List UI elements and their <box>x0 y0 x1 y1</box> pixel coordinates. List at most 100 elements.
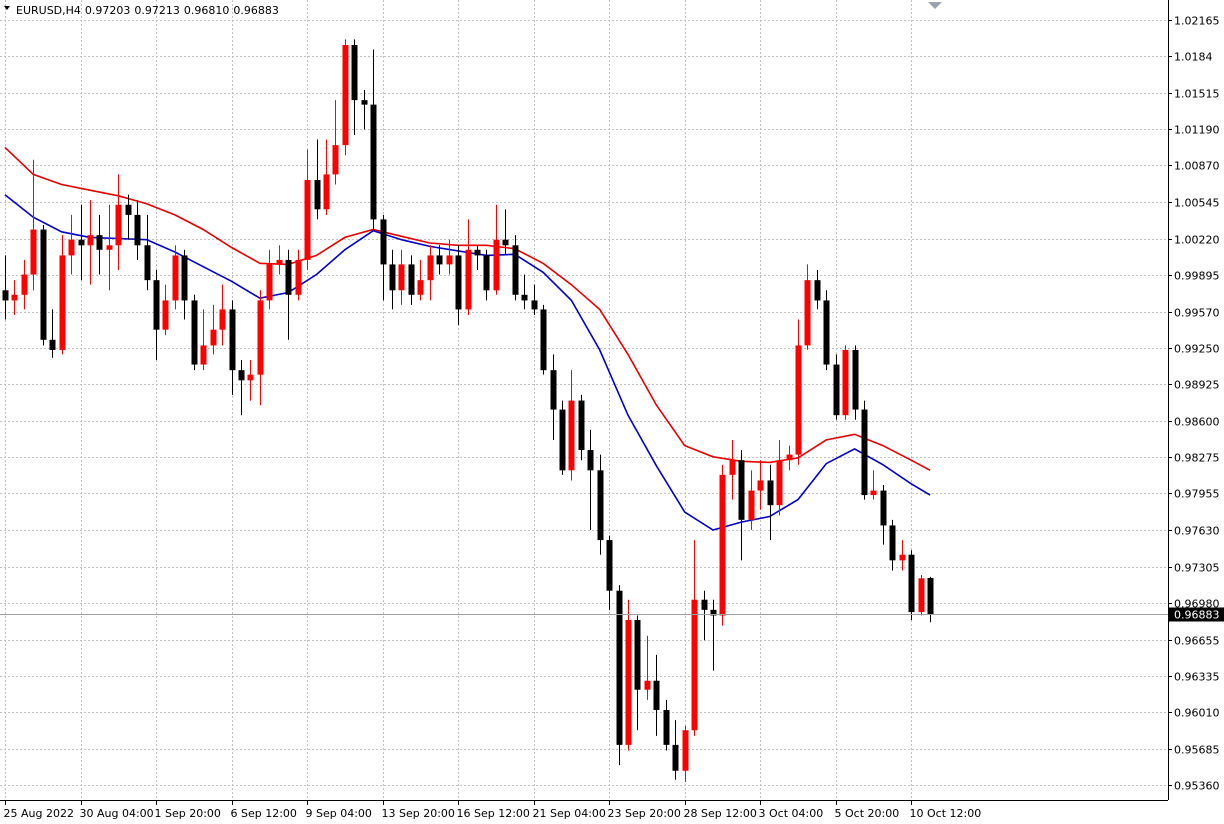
candle-body <box>786 454 793 461</box>
candle-body <box>465 249 472 310</box>
candle-body <box>559 409 566 471</box>
candle-body <box>247 374 254 381</box>
candle-body <box>2 290 9 301</box>
y-tick-label: 0.97630 <box>1174 525 1220 538</box>
candle-body <box>342 45 349 146</box>
y-tick-label: 1.01515 <box>1174 88 1220 101</box>
candle-body <box>842 349 849 416</box>
candle-body <box>153 280 160 330</box>
moving-average-line <box>4 146 931 472</box>
candle-body <box>49 339 56 350</box>
candle-body <box>870 490 877 496</box>
x-tick-label: 9 Sep 04:00 <box>306 807 372 820</box>
candle-body <box>653 680 660 710</box>
candle-body <box>162 300 169 330</box>
candle-body <box>134 214 141 246</box>
candle-body <box>814 280 821 301</box>
candle-body <box>257 300 264 375</box>
menu-arrow[interactable] <box>4 6 10 10</box>
candle-body <box>738 460 745 520</box>
open-quote: 0.97203 <box>85 4 131 17</box>
candle-body <box>266 264 273 301</box>
candle-body <box>861 409 868 496</box>
candle-body <box>889 525 896 561</box>
candle-body <box>304 180 311 260</box>
x-tick-label: 5 Oct 20:00 <box>835 807 900 820</box>
x-tick-label: 6 Sep 12:00 <box>231 807 297 820</box>
candle-body <box>795 345 802 455</box>
candle-body <box>521 294 528 301</box>
y-tick-label: 1.0184 <box>1174 51 1213 64</box>
candle-body <box>351 45 358 101</box>
x-tick-label: 21 Sep 04:00 <box>533 807 606 820</box>
y-tick-label: 0.95685 <box>1174 744 1220 757</box>
y-tick-label: 1.02165 <box>1174 15 1220 28</box>
candle-body <box>710 609 717 616</box>
candle-body <box>332 145 339 175</box>
y-tick-label: 0.99895 <box>1174 270 1220 283</box>
candle-body <box>776 460 783 506</box>
candle-body <box>87 235 94 246</box>
candle-body <box>908 554 915 613</box>
candle-body <box>219 309 226 330</box>
candle-body <box>96 235 103 250</box>
candle-body <box>115 204 122 246</box>
candle-body <box>40 229 47 340</box>
candle-body <box>427 255 434 281</box>
y-tick-label: 0.95360 <box>1174 780 1220 793</box>
candle-body <box>531 300 538 310</box>
candle-body <box>295 259 302 295</box>
y-tick-label: 0.99250 <box>1174 343 1220 356</box>
y-tick-label: 0.96010 <box>1174 707 1220 720</box>
candle-body <box>361 100 368 105</box>
x-tick-label: 28 Sep 12:00 <box>684 807 757 820</box>
candle-body <box>417 280 424 295</box>
current-price-label: 0.96883 <box>1174 609 1220 622</box>
candle-body <box>918 578 925 613</box>
x-tick-label: 1 Sep 20:00 <box>155 807 221 820</box>
candle-body <box>540 309 547 371</box>
chart-header: EURUSD,H4 0.97203 0.97213 0.96810 0.96883 <box>16 4 279 17</box>
candle-body <box>144 245 151 281</box>
candle-body <box>106 245 113 250</box>
y-tick-label: 0.97955 <box>1174 488 1220 501</box>
candle-body <box>804 280 811 346</box>
candle-body <box>719 474 726 616</box>
y-tick-label: 0.98275 <box>1174 452 1220 465</box>
candle-body <box>748 490 755 520</box>
candle-body <box>672 744 679 771</box>
low-quote: 0.96810 <box>184 4 230 17</box>
candle-body <box>59 255 66 350</box>
candle-body <box>474 249 481 256</box>
candle-body <box>701 599 708 610</box>
candle-body <box>606 540 613 591</box>
candle-body <box>68 239 75 256</box>
candle-body <box>398 264 405 291</box>
candle-body <box>172 255 179 301</box>
candle-body <box>370 104 377 220</box>
candle-body <box>550 370 557 410</box>
x-tick-label: 30 Aug 04:00 <box>80 807 154 820</box>
candle-body <box>644 680 651 690</box>
candle-body <box>833 364 840 416</box>
candle-body <box>125 204 132 215</box>
candle-body <box>927 578 934 615</box>
x-tick-label: 23 Sep 20:00 <box>608 807 681 820</box>
candle-body <box>276 259 283 265</box>
candle-body <box>568 400 575 471</box>
candle-body <box>634 619 641 690</box>
candle-body <box>380 219 387 265</box>
candle-body <box>314 180 321 210</box>
candle-body <box>880 490 887 526</box>
grid <box>0 0 1168 800</box>
candle-body <box>729 460 736 475</box>
candle-body <box>616 590 623 745</box>
candle-body <box>899 554 906 561</box>
candle-body <box>238 370 245 381</box>
candle-body <box>512 245 519 295</box>
symbol: EURUSD,H4 <box>16 4 81 17</box>
candle-body <box>663 709 670 745</box>
candle-body <box>30 229 37 275</box>
